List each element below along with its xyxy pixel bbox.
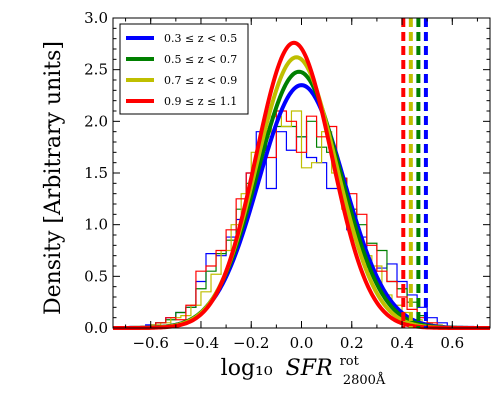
x-tick-label: −0.2 [233, 334, 269, 352]
plot-area: −0.6 −0.4 −0.2 0.0 0.2 0.4 0.6 0.0 0.5 1.0 1.5 2.0 2… [84, 9, 491, 352]
x-axis-label-subscript: 2800Å [343, 372, 386, 388]
y-tick-label: 0.0 [84, 319, 108, 337]
x-tick-label: −0.6 [132, 334, 168, 352]
y-tick-label: 2.5 [84, 61, 108, 79]
y-axis-label-group: Density [Arbitrary units] [41, 41, 66, 315]
legend-label-2: 0.7 ≤ z < 0.9 [164, 74, 237, 87]
x-axis-label-prefix: log₁₀ [221, 356, 273, 381]
x-tick-label: 0.4 [390, 334, 414, 352]
legend-label-3: 0.9 ≤ z ≤ 1.1 [164, 95, 237, 108]
y-tick-label: 2.0 [84, 112, 108, 130]
y-tick-label: 1.0 [84, 216, 108, 234]
x-tick-label: 0.0 [290, 334, 314, 352]
y-axis-label: Density [Arbitrary units] [41, 41, 66, 315]
legend-label-0: 0.3 ≤ z < 0.5 [164, 32, 237, 45]
y-tick-label: 0.5 [84, 267, 108, 285]
y-tick-label: 1.5 [84, 164, 108, 182]
x-tick-label: 0.6 [440, 334, 464, 352]
x-tick-label: 0.2 [340, 334, 364, 352]
legend-label-1: 0.5 ≤ z < 0.7 [164, 53, 237, 66]
x-axis-label-superscript: rot [340, 354, 360, 369]
y-tick-label: 3.0 [84, 9, 108, 27]
histogram-series-3 [155, 110, 438, 328]
x-tick-label: −0.4 [183, 334, 219, 352]
x-axis-label: log₁₀ SFR rot 2800Å [221, 346, 386, 388]
x-axis-label-variable: SFR [286, 356, 333, 381]
